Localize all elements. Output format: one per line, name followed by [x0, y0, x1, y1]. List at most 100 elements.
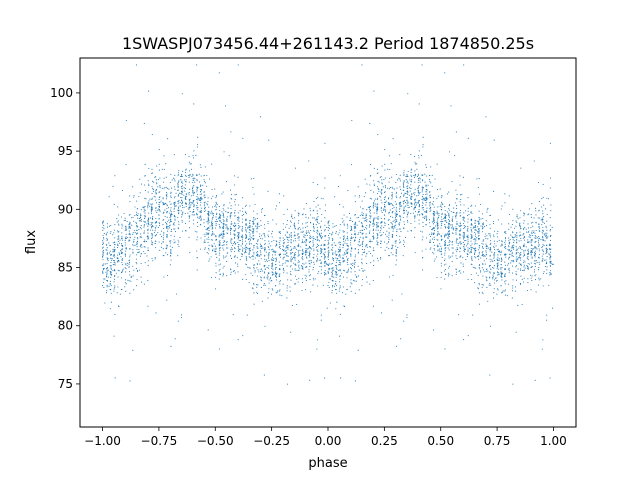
data-point: [129, 274, 131, 276]
data-point: [170, 191, 172, 193]
data-point: [370, 221, 372, 223]
data-point: [292, 247, 294, 249]
data-point: [457, 248, 459, 250]
data-point: [343, 237, 345, 239]
data-point: [471, 231, 473, 233]
data-point: [143, 225, 145, 227]
data-point: [355, 234, 357, 236]
data-point: [223, 205, 225, 207]
data-point: [178, 223, 180, 225]
data-point: [509, 238, 511, 241]
data-point: [384, 224, 386, 227]
data-point: [395, 264, 397, 266]
data-point: [448, 232, 450, 234]
data-point: [467, 221, 469, 223]
data-point: [332, 286, 334, 288]
data-point: [150, 211, 153, 213]
data-point: [444, 209, 446, 212]
data-point: [331, 289, 333, 292]
data-point: [314, 238, 317, 241]
data-point: [501, 275, 503, 277]
data-point: [117, 231, 119, 233]
data-point: [200, 215, 202, 217]
data-point: [114, 287, 116, 289]
data-point: [309, 247, 312, 249]
data-point: [102, 254, 104, 256]
data-point: [547, 236, 549, 238]
data-point: [279, 247, 281, 250]
data-point: [158, 169, 160, 171]
data-point: [421, 174, 423, 176]
data-point: [145, 198, 147, 200]
data-point: [485, 251, 487, 253]
data-point: [328, 242, 330, 245]
data-point: [384, 208, 386, 210]
data-point: [414, 170, 416, 172]
data-point: [140, 233, 142, 235]
data-point: [254, 270, 256, 272]
data-point: [278, 275, 280, 277]
data-point: [522, 229, 525, 231]
data-point: [424, 211, 426, 213]
data-point: [124, 286, 126, 288]
data-point: [425, 237, 428, 239]
data-point: [114, 248, 116, 251]
data-point: [363, 229, 365, 231]
data-point: [237, 263, 239, 265]
data-point: [505, 280, 507, 282]
data-point: [320, 272, 322, 274]
data-point: [451, 275, 453, 277]
data-point: [455, 213, 457, 215]
data-point: [410, 179, 413, 181]
data-point: [158, 149, 160, 151]
data-point: [197, 216, 199, 218]
data-point: [208, 211, 210, 213]
data-point: [451, 225, 453, 227]
data-point: [279, 243, 281, 245]
data-point: [150, 210, 153, 212]
data-point: [392, 228, 395, 230]
data-point: [173, 214, 175, 217]
data-point: [350, 290, 352, 292]
data-point: [201, 198, 203, 200]
data-point: [125, 283, 127, 285]
data-point: [206, 251, 208, 253]
data-point: [106, 268, 108, 270]
data-point: [150, 217, 152, 219]
data-point: [267, 190, 269, 192]
data-point: [245, 274, 247, 276]
data-point: [240, 245, 242, 247]
data-point: [342, 276, 345, 278]
data-point: [332, 252, 334, 254]
data-point: [112, 242, 114, 244]
data-point: [347, 239, 349, 241]
data-point: [215, 236, 217, 238]
data-point: [496, 267, 498, 269]
data-point: [429, 205, 431, 207]
data-point: [458, 270, 460, 272]
data-point: [399, 154, 401, 156]
data-point: [260, 279, 262, 281]
data-point: [306, 248, 308, 250]
data-point: [298, 237, 300, 239]
data-point: [463, 236, 465, 238]
data-point: [306, 257, 308, 259]
data-point: [147, 236, 149, 238]
data-point: [546, 213, 548, 216]
data-point: [274, 268, 277, 270]
data-point: [407, 211, 409, 213]
data-point: [181, 175, 183, 177]
data-point: [346, 243, 348, 245]
data-point: [523, 252, 525, 254]
data-point: [260, 276, 262, 278]
data-point: [376, 238, 378, 240]
data-point: [351, 233, 353, 235]
data-point: [470, 250, 472, 252]
data-point: [477, 226, 479, 228]
data-point: [215, 272, 217, 274]
data-point: [389, 168, 391, 171]
data-point: [241, 234, 244, 236]
data-point: [144, 189, 146, 192]
data-point: [105, 292, 108, 294]
data-point: [379, 231, 381, 233]
